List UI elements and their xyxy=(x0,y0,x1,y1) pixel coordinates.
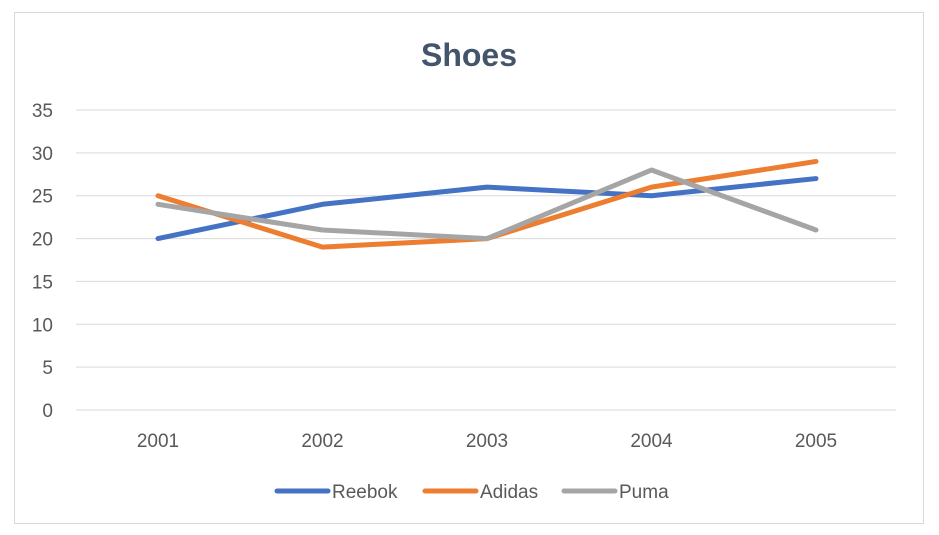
x-tick-label: 2005 xyxy=(795,431,837,452)
x-tick-label: 2003 xyxy=(466,431,508,452)
y-tick-label: 0 xyxy=(42,401,53,422)
x-tick-label: 2002 xyxy=(301,431,343,452)
series-lines xyxy=(155,158,819,250)
y-tick-label: 30 xyxy=(32,144,53,165)
legend-label-adidas: Adidas xyxy=(480,482,538,503)
y-tick-label: 35 xyxy=(32,101,53,122)
y-tick-label: 5 xyxy=(42,358,53,379)
x-tick-label: 2004 xyxy=(630,431,673,452)
x-axis-tick-labels: 2001 2002 2003 2004 2005 xyxy=(137,431,837,452)
y-tick-label: 10 xyxy=(32,315,53,336)
chart-frame xyxy=(14,12,924,524)
legend-label-puma: Puma xyxy=(619,482,669,503)
series-line-reebok xyxy=(155,176,819,242)
legend: Reebok Adidas Puma xyxy=(274,482,669,503)
y-tick-label: 20 xyxy=(32,230,53,251)
chart-title: Shoes xyxy=(421,37,517,73)
legend-label-reebok: Reebok xyxy=(332,482,398,503)
y-axis-tick-labels: 0 5 10 15 20 25 30 35 xyxy=(32,101,53,422)
gridlines xyxy=(76,109,896,411)
y-tick-label: 15 xyxy=(32,272,53,293)
y-tick-label: 25 xyxy=(32,187,53,208)
series-line-adidas xyxy=(155,158,819,250)
series-line-puma xyxy=(155,167,819,242)
x-tick-label: 2001 xyxy=(137,431,179,452)
